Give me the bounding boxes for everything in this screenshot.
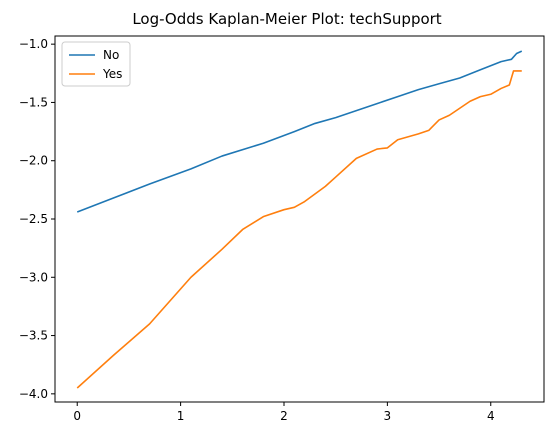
y-tick-label: −4.0: [19, 387, 48, 401]
y-tick-label: −3.5: [19, 329, 48, 343]
series-line-yes: [76, 70, 522, 389]
legend-label-no: No: [103, 48, 119, 62]
legend-label-yes: Yes: [102, 67, 122, 81]
y-tick-label: −3.0: [19, 270, 48, 284]
y-tick-label: −2.5: [19, 212, 48, 226]
legend-box: [61, 41, 131, 87]
x-tick-label: 4: [487, 409, 495, 423]
x-tick-label: 3: [384, 409, 392, 423]
series-line-no: [76, 50, 523, 213]
x-axis: 0 1 2 3 4: [73, 402, 495, 423]
axes-frame: [54, 35, 545, 403]
series-lines: [76, 50, 523, 389]
x-tick-label: 2: [280, 409, 288, 423]
x-tick-label: 0: [73, 409, 81, 423]
y-tick-label: −1.0: [19, 37, 48, 51]
chart-title: Log-Odds Kaplan-Meier Plot: techSupport: [132, 10, 441, 28]
y-axis: −4.0 −3.5 −3.0 −2.5 −2.0 −1.5 −1.0: [19, 37, 55, 401]
x-tick-label: 1: [177, 409, 185, 423]
y-tick-label: −1.5: [19, 95, 48, 109]
y-tick-label: −2.0: [19, 154, 48, 168]
legend: No Yes: [61, 41, 131, 87]
